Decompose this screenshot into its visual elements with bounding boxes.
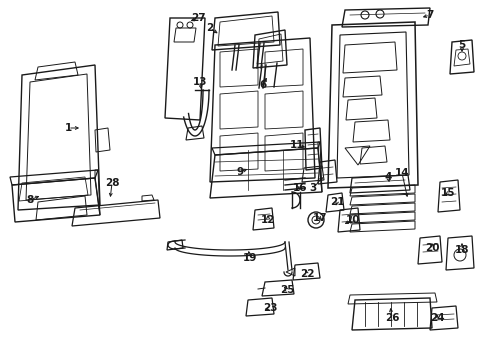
Text: 14: 14 — [394, 168, 408, 178]
Text: 15: 15 — [440, 188, 454, 198]
Text: 12: 12 — [260, 215, 275, 225]
Text: 16: 16 — [292, 183, 306, 193]
Text: 25: 25 — [279, 285, 294, 295]
Text: 21: 21 — [329, 197, 344, 207]
Text: 10: 10 — [345, 215, 360, 225]
Text: 20: 20 — [424, 243, 438, 253]
Text: 13: 13 — [192, 77, 207, 87]
Text: 3: 3 — [309, 183, 316, 193]
Text: 28: 28 — [104, 178, 119, 188]
Text: 17: 17 — [312, 213, 326, 223]
Text: 4: 4 — [384, 172, 391, 182]
Text: 18: 18 — [454, 245, 468, 255]
Text: 22: 22 — [299, 269, 314, 279]
Text: 23: 23 — [262, 303, 277, 313]
Text: 24: 24 — [429, 313, 444, 323]
Text: 8: 8 — [26, 195, 34, 205]
Text: 6: 6 — [259, 80, 266, 90]
Text: 7: 7 — [426, 10, 433, 20]
Text: 1: 1 — [64, 123, 71, 133]
Text: 9: 9 — [236, 167, 243, 177]
Text: 26: 26 — [384, 313, 398, 323]
Text: 27: 27 — [190, 13, 205, 23]
Text: 5: 5 — [457, 40, 465, 50]
Text: 19: 19 — [243, 253, 257, 263]
Text: 2: 2 — [206, 23, 213, 33]
Text: 11: 11 — [289, 140, 304, 150]
